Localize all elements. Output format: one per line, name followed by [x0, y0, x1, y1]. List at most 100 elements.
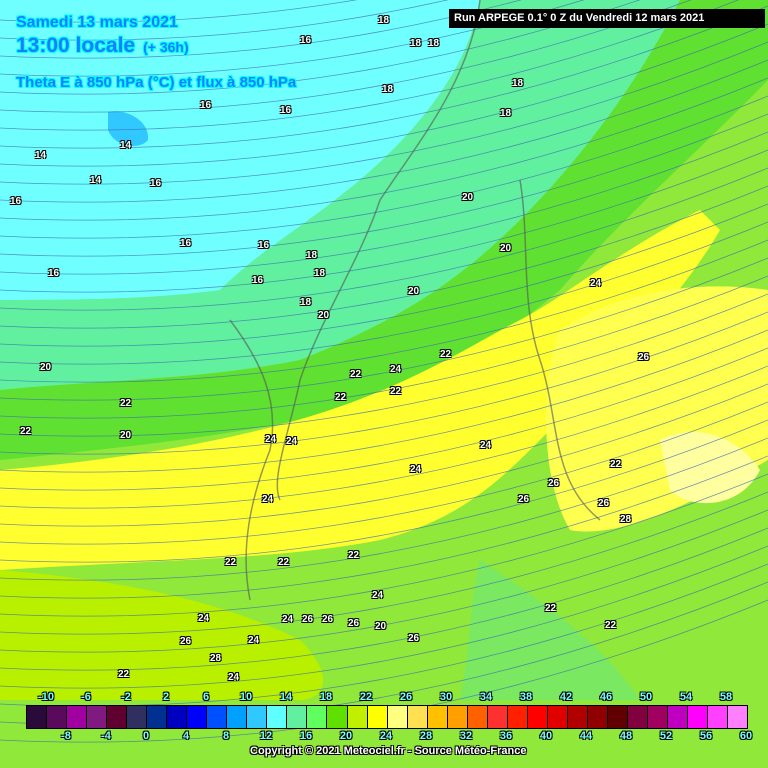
legend-swatch — [547, 706, 568, 728]
legend-label-bottom: 12 — [259, 730, 273, 742]
isotherm-label: 22 — [335, 392, 347, 403]
legend-swatch — [487, 706, 508, 728]
legend-label-bottom: 0 — [142, 730, 150, 742]
legend-swatch — [627, 706, 648, 728]
legend-swatch — [688, 706, 709, 728]
legend-swatch — [187, 706, 208, 728]
isotherm-label: 16 — [252, 275, 264, 286]
legend-label-bottom: 32 — [459, 730, 473, 742]
isotherm-label: 14 — [90, 175, 102, 186]
forecast-time-text: 13:00 locale — [16, 34, 136, 57]
isotherm-label: 22 — [225, 557, 237, 568]
isotherm-label: 24 — [372, 590, 384, 601]
legend-swatch — [407, 706, 428, 728]
streamline — [0, 419, 768, 563]
streamline — [0, 257, 768, 401]
isotherm-label: 18 — [512, 78, 524, 89]
isotherm-label: 24 — [248, 635, 260, 646]
legend-swatch — [227, 706, 248, 728]
streamline — [0, 59, 768, 203]
forecast-time: 13:00 locale (+ 36h) — [16, 34, 189, 57]
legend-label-bottom: 16 — [299, 730, 313, 742]
isotherm-label: 18 — [300, 297, 312, 308]
streamline — [0, 473, 768, 617]
isotherm-label: 20 — [318, 310, 330, 321]
legend-swatch — [287, 706, 308, 728]
isotherm-label: 24 — [590, 278, 602, 289]
streamline — [0, 77, 768, 221]
legend-swatch — [47, 706, 68, 728]
legend-label-top: -6 — [81, 691, 91, 703]
legend-swatch — [167, 706, 188, 728]
isotherm-label: 26 — [322, 614, 334, 625]
flow-streamlines — [0, 0, 768, 743]
zone-cyan-blob — [108, 111, 149, 146]
legend-swatch — [327, 706, 348, 728]
isotherm-label: 26 — [598, 498, 610, 509]
legend-swatch — [507, 706, 528, 728]
isotherm-label: 16 — [200, 100, 212, 111]
legend-label-top: 10 — [239, 691, 253, 703]
streamline — [0, 437, 768, 581]
isotherm-label: 18 — [382, 84, 394, 95]
isotherm-label: 24 — [286, 436, 298, 447]
isotherm-label: 22 — [348, 550, 360, 561]
legend-swatch — [267, 706, 288, 728]
legend-label-top: 22 — [359, 691, 373, 703]
isotherm-label: 26 — [548, 478, 560, 489]
isotherm-label: 22 — [350, 369, 362, 380]
legend-label-top: 42 — [559, 691, 573, 703]
streamline — [0, 0, 449, 41]
legend-label-bottom: 28 — [419, 730, 433, 742]
streamline — [0, 0, 358, 23]
isotherm-label: 18 — [500, 108, 512, 119]
legend-swatch — [27, 706, 48, 728]
legend-label-top: 18 — [319, 691, 333, 703]
isotherm-label: 14 — [35, 150, 47, 161]
isotherm-label: 22 — [390, 386, 402, 397]
legend-swatch — [307, 706, 328, 728]
streamline — [0, 509, 768, 653]
isotherm-label: 20 — [375, 621, 387, 632]
legend-label-top: 50 — [639, 691, 653, 703]
legend-swatch — [427, 706, 448, 728]
legend-swatch — [147, 706, 168, 728]
isotherm-label: 26 — [408, 633, 420, 644]
legend-swatch — [247, 706, 268, 728]
streamline — [0, 95, 768, 239]
isotherm-label: 26 — [348, 618, 360, 629]
streamline — [0, 149, 768, 293]
isotherm-label: 16 — [150, 178, 162, 189]
forecast-date: Samedi 13 mars 2021 — [16, 14, 178, 31]
isotherm-label: 14 — [120, 140, 132, 151]
color-scale-legend — [26, 705, 748, 729]
isotherm-label: 26 — [638, 352, 650, 363]
forecast-lead: (+ 36h) — [143, 39, 189, 55]
isotherm-label: 22 — [545, 603, 557, 614]
streamline — [0, 239, 768, 383]
legend-swatch — [587, 706, 608, 728]
legend-swatch — [87, 706, 108, 728]
streamline — [0, 41, 768, 185]
isotherm-label: 24 — [410, 464, 422, 475]
streamline — [0, 527, 768, 671]
isotherm-label: 16 — [180, 238, 192, 249]
legend-label-bottom: 20 — [339, 730, 353, 742]
legend-label-bottom: 24 — [379, 730, 393, 742]
isotherm-label: 16 — [10, 196, 22, 207]
streamline — [0, 311, 768, 455]
streamline — [0, 131, 768, 275]
isotherm-label: 28 — [210, 653, 222, 664]
legend-label-top: -2 — [121, 691, 131, 703]
legend-label-top: 14 — [279, 691, 293, 703]
isotherm-label: 18 — [314, 268, 326, 279]
legend-swatch — [67, 706, 88, 728]
legend-label-bottom: -4 — [101, 730, 111, 742]
streamline — [0, 185, 768, 329]
zone-sea-green — [460, 560, 640, 700]
legend-label-bottom: -8 — [61, 730, 71, 742]
legend-label-bottom: 36 — [499, 730, 513, 742]
streamline — [0, 23, 768, 167]
legend-swatch — [387, 706, 408, 728]
isotherm-label: 18 — [378, 15, 390, 26]
